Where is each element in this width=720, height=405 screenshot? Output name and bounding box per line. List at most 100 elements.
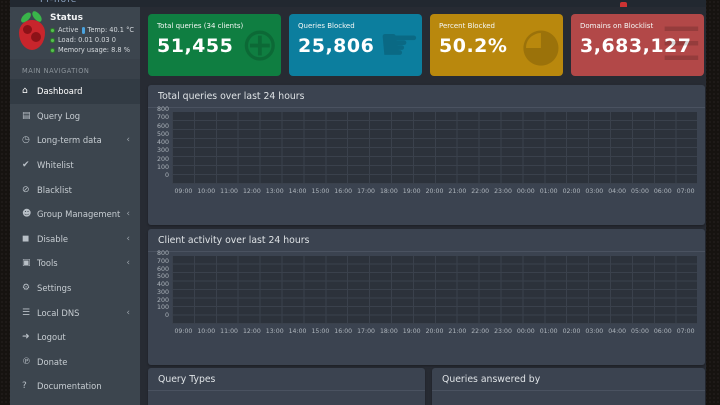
- hostname-title: Pi-hole: [40, 0, 78, 5]
- x-tick-label: 12:00: [242, 328, 261, 335]
- status-dot-icon: [50, 47, 55, 53]
- panel-title: Client activity over last 24 hours: [148, 229, 705, 252]
- summary-card-percent-blocked[interactable]: Percent Blocked 50.2% ◕: [430, 14, 563, 76]
- sidebar-item-long-term-data[interactable]: ◷ Long-term data ‹: [10, 128, 140, 153]
- y-tick-label: 400: [156, 139, 169, 146]
- x-axis: 09:00 10:00 11:00 12:00 13:00 14:00 15:00 16:00…: [172, 328, 697, 335]
- x-tick-label: 20:00: [425, 188, 444, 195]
- sidebar-item-label: Long-term data: [37, 135, 102, 146]
- sidebar-item-whitelist[interactable]: ✔ Whitelist: [10, 153, 140, 178]
- card-value: 51,455: [157, 35, 234, 57]
- x-tick-label: 15:00: [311, 328, 330, 335]
- queries-answered-by-chart[interactable]: blocklist: [432, 391, 705, 405]
- sidebar-item-dashboard[interactable]: ⌂ Dashboard: [10, 79, 140, 104]
- sidebar-item-label: Local DNS: [37, 307, 80, 318]
- x-tick-label: 09:00: [174, 188, 193, 195]
- x-tick-label: 17:00: [357, 188, 375, 195]
- x-tick-label: 07:00: [676, 188, 695, 195]
- y-tick-label: 0: [164, 172, 169, 179]
- x-tick-label: 02:00: [562, 188, 581, 195]
- clock-icon: ◷: [22, 135, 30, 146]
- panel-title: Query Types: [148, 368, 425, 391]
- total-queries-panel: Total queries over last 24 hours 800 700 6…: [148, 85, 705, 225]
- sidebar-item-disable[interactable]: ◼ Disable ‹: [10, 227, 140, 252]
- y-tick-label: 700: [156, 114, 169, 122]
- card-label: Queries Blocked: [298, 22, 355, 30]
- thermometer-icon: [82, 26, 86, 34]
- y-tick-label: 600: [156, 122, 169, 130]
- card-value: 3,683,127: [580, 35, 692, 57]
- x-tick-label: 04:00: [608, 188, 627, 195]
- x-tick-label: 00:00: [516, 188, 535, 195]
- y-tick-label: 400: [156, 281, 169, 288]
- card-label: Percent Blocked: [439, 22, 495, 30]
- sidebar-item-blacklist[interactable]: ⊘ Blacklist: [10, 177, 140, 202]
- chevron-left-icon: ‹: [126, 209, 130, 220]
- total-queries-chart[interactable]: 800 700 600 500 400 300 200 100 0 09:00 10:00 11:0…: [148, 106, 705, 220]
- ban-icon: ⊘: [22, 184, 30, 195]
- x-tick-label: 22:00: [471, 328, 490, 335]
- query-types-chart[interactable]: A (IPv4): [148, 391, 425, 405]
- y-tick-label: 300: [156, 147, 169, 155]
- sidebar-item-label: Dashboard: [37, 86, 83, 97]
- sidebar-item-query-log[interactable]: ▤ Query Log: [10, 104, 140, 129]
- x-tick-label: 09:00: [174, 328, 193, 335]
- x-tick-label: 17:00: [357, 328, 375, 335]
- x-tick-label: 14:00: [288, 328, 307, 335]
- x-tick-label: 14:00: [288, 188, 307, 195]
- sidebar: Status Active Temp: 40.1 °C Load: 0.01 0…: [10, 7, 140, 405]
- check-icon: ✔: [22, 160, 30, 171]
- sidebar-item-label: Group Management: [37, 209, 121, 220]
- x-tick-label: 05:00: [631, 328, 649, 335]
- x-tick-label: 12:00: [242, 188, 261, 195]
- y-tick-label: 600: [156, 265, 169, 273]
- chevron-left-icon: ‹: [126, 233, 130, 244]
- pie-chart-icon: ◕: [520, 17, 561, 71]
- gears-icon: ⚙: [22, 283, 31, 294]
- client-activity-chart[interactable]: 800 700 600 500 400 300 200 100 0 09:00 10:00 11:0…: [148, 250, 705, 364]
- x-tick-label: 16:00: [334, 328, 353, 335]
- sidebar-item-settings[interactable]: ⚙ Settings: [10, 276, 140, 301]
- y-axis: 800 700 600 500 400 300 200 100 0: [148, 250, 169, 321]
- x-tick-label: 03:00: [585, 328, 604, 335]
- x-tick-label: 04:00: [608, 328, 627, 335]
- y-tick-label: 800: [156, 250, 169, 257]
- pihole-admin-app: Pi-hole Status Active Temp: 40.1 °C L: [10, 0, 706, 405]
- x-tick-label: 03:00: [585, 188, 604, 195]
- summary-card-domains-on-blocklist[interactable]: Domains on Blocklist 3,683,127 ☰: [571, 14, 704, 76]
- question-icon: ?: [22, 381, 27, 392]
- logo-berry: [19, 20, 45, 50]
- summary-card-queries-blocked[interactable]: Queries Blocked 25,806 ☛: [289, 14, 422, 76]
- sidebar-item-label: Donate: [37, 356, 68, 367]
- status-line-active: Active Temp: 40.1 °C: [50, 26, 134, 34]
- raspberry-pi-logo: [18, 10, 48, 55]
- x-tick-label: 01:00: [539, 188, 558, 195]
- home-icon: ⌂: [22, 86, 28, 97]
- globe-icon: ⊕: [240, 17, 279, 71]
- card-value: 50.2%: [439, 35, 508, 57]
- status-line-load: Load: 0.01 0.03 0: [50, 36, 134, 44]
- sidebar-item-tools[interactable]: ▣ Tools ‹: [10, 251, 140, 276]
- status-load-label: Load: 0.01 0.03 0: [58, 36, 116, 44]
- chevron-left-icon: ‹: [126, 258, 130, 269]
- queries-answered-by-panel: Queries answered by blocklist: [432, 368, 705, 405]
- x-tick-label: 06:00: [653, 328, 672, 335]
- y-tick-label: 500: [156, 130, 169, 138]
- sidebar-item-logout[interactable]: ➜ Logout: [10, 325, 140, 350]
- sidebar-item-group-management[interactable]: ☻ Group Management ‹: [10, 202, 140, 227]
- sidebar-item-donate[interactable]: ℗ Donate: [10, 350, 140, 375]
- file-icon: ▤: [22, 110, 31, 121]
- client-activity-panel: Client activity over last 24 hours 800 70…: [148, 229, 705, 365]
- x-tick-label: 10:00: [197, 188, 216, 195]
- x-tick-label: 06:00: [653, 188, 672, 195]
- bar-plot: [172, 112, 697, 184]
- x-tick-label: 13:00: [265, 328, 284, 335]
- sidebar-item-documentation[interactable]: ? Documentation: [10, 374, 140, 399]
- x-tick-label: 13:00: [265, 188, 284, 195]
- summary-card-total-queries-clients-[interactable]: Total queries (34 clients) 51,455 ⊕: [148, 14, 281, 76]
- logout-icon: ➜: [22, 332, 30, 343]
- sidebar-item-local-dns[interactable]: ☰ Local DNS ‹: [10, 300, 140, 325]
- x-tick-label: 18:00: [379, 328, 398, 335]
- list-icon: ☰: [22, 307, 31, 318]
- chevron-left-icon: ‹: [126, 307, 130, 318]
